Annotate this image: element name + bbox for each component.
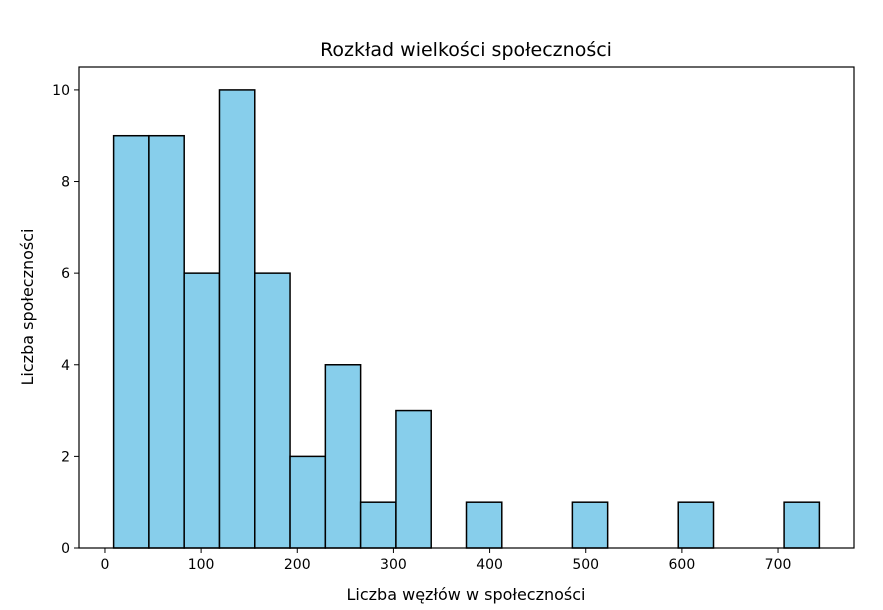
histogram-bar (218, 89, 256, 549)
plot-frame (78, 66, 855, 549)
x-tick-label: 100 (188, 557, 215, 573)
y-tick-label: 6 (61, 266, 70, 282)
y-tick-label: 0 (61, 541, 70, 557)
x-axis-label: Liczba węzłów w społeczności (347, 585, 586, 604)
x-axis-ticks: 0 100 200 300 400 500 600 700 (101, 548, 792, 573)
y-axis-label: Liczba społeczności (18, 229, 37, 386)
bars-group (112, 89, 821, 549)
histogram-bar (783, 501, 821, 549)
histogram-bar (359, 501, 397, 549)
histogram-bar (324, 364, 362, 549)
histogram-bar (465, 501, 503, 549)
histogram-bar (112, 134, 150, 549)
x-tick-label: 500 (572, 557, 599, 573)
chart-title: Rozkład wielkości społeczności (320, 39, 612, 61)
y-tick-label: 2 (61, 449, 70, 465)
histogram-bar (148, 134, 185, 549)
histogram-bar (289, 455, 327, 549)
y-tick-label: 8 (61, 175, 70, 191)
x-tick-label: 0 (101, 557, 110, 573)
histogram-bar (677, 501, 715, 549)
y-tick-label: 4 (61, 358, 70, 374)
histogram-bar (571, 501, 609, 549)
histogram-bar (183, 272, 221, 549)
x-tick-label: 200 (284, 557, 311, 573)
histogram-bar (395, 409, 432, 549)
x-tick-label: 300 (380, 557, 407, 573)
x-tick-label: 400 (476, 557, 503, 573)
y-axis-ticks: 0 2 4 6 8 10 (52, 83, 79, 557)
histogram-bar (254, 272, 291, 549)
y-tick-label: 10 (52, 83, 70, 99)
x-tick-label: 600 (669, 557, 696, 573)
x-tick-label: 700 (765, 557, 792, 573)
